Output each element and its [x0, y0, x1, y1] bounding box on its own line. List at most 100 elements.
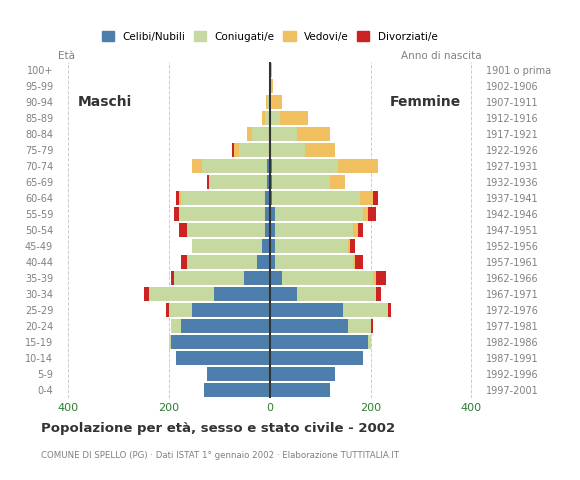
Bar [270, 159, 272, 173]
Bar [266, 96, 267, 109]
Bar [368, 336, 371, 349]
Bar [270, 271, 282, 286]
Bar [148, 288, 214, 301]
Text: Anno di nascita: Anno di nascita [401, 51, 481, 61]
Bar [275, 223, 353, 238]
Bar [264, 223, 270, 238]
Bar [270, 96, 272, 109]
Bar [358, 223, 363, 238]
Bar [172, 336, 270, 349]
Bar [271, 79, 273, 94]
Bar [179, 207, 264, 221]
Bar [348, 319, 371, 334]
Bar [264, 207, 270, 221]
Bar [298, 288, 376, 301]
Bar [252, 127, 270, 142]
Text: Età: Età [58, 51, 75, 61]
Bar [202, 159, 267, 173]
Bar [144, 288, 148, 301]
Bar [282, 271, 373, 286]
Bar [179, 223, 187, 238]
Bar [272, 192, 360, 205]
Bar [206, 367, 270, 382]
Bar [376, 271, 386, 286]
Bar [206, 175, 209, 190]
Text: Popolazione per età, sesso e stato civile - 2002: Popolazione per età, sesso e stato civil… [41, 422, 395, 435]
Bar [264, 111, 270, 125]
Bar [204, 384, 270, 397]
Bar [172, 271, 174, 286]
Bar [270, 192, 272, 205]
Bar [191, 159, 202, 173]
Bar [270, 144, 305, 157]
Text: Maschi: Maschi [78, 96, 132, 109]
Bar [166, 303, 169, 317]
Bar [270, 240, 275, 253]
Bar [214, 288, 270, 301]
Bar [174, 271, 245, 286]
Bar [305, 144, 335, 157]
Bar [338, 159, 378, 173]
Bar [270, 336, 368, 349]
Bar [373, 192, 378, 205]
Bar [176, 351, 270, 365]
Bar [373, 271, 376, 286]
Bar [270, 223, 275, 238]
Bar [245, 271, 270, 286]
Text: COMUNE DI SPELLO (PG) · Dati ISTAT 1° gennaio 2002 · Elaborazione TUTTITALIA.IT: COMUNE DI SPELLO (PG) · Dati ISTAT 1° ge… [41, 451, 398, 460]
Bar [179, 192, 182, 205]
Bar [267, 159, 270, 173]
Bar [169, 336, 172, 349]
Bar [209, 175, 267, 190]
Bar [176, 192, 179, 205]
Bar [272, 175, 330, 190]
Bar [191, 303, 270, 317]
Bar [368, 207, 376, 221]
Bar [270, 79, 271, 94]
Bar [275, 207, 363, 221]
Bar [262, 111, 264, 125]
Text: Femmine: Femmine [390, 96, 461, 109]
Bar [298, 127, 330, 142]
Bar [270, 63, 271, 77]
Bar [270, 175, 272, 190]
Bar [330, 175, 345, 190]
Bar [182, 319, 270, 334]
Bar [270, 303, 343, 317]
Bar [234, 144, 240, 157]
Bar [169, 303, 191, 317]
Bar [182, 192, 264, 205]
Bar [187, 255, 257, 269]
Bar [270, 367, 335, 382]
Bar [269, 63, 270, 77]
Bar [343, 303, 388, 317]
Bar [280, 111, 307, 125]
Bar [262, 240, 270, 253]
Bar [270, 255, 275, 269]
Bar [267, 96, 270, 109]
Bar [182, 255, 187, 269]
Bar [272, 96, 282, 109]
Bar [187, 223, 264, 238]
Bar [371, 319, 373, 334]
Bar [270, 111, 280, 125]
Bar [388, 303, 391, 317]
Bar [172, 319, 182, 334]
Bar [240, 144, 270, 157]
Bar [350, 240, 356, 253]
Bar [270, 127, 298, 142]
Bar [269, 79, 270, 94]
Bar [275, 240, 348, 253]
Bar [348, 240, 350, 253]
Bar [270, 351, 363, 365]
Bar [267, 175, 270, 190]
Bar [353, 255, 356, 269]
Bar [247, 127, 252, 142]
Bar [257, 255, 270, 269]
Bar [270, 288, 298, 301]
Bar [363, 207, 368, 221]
Legend: Celibi/Nubili, Coniugati/e, Vedovi/e, Divorziati/e: Celibi/Nubili, Coniugati/e, Vedovi/e, Di… [97, 27, 442, 46]
Bar [275, 255, 353, 269]
Bar [174, 207, 179, 221]
Bar [376, 288, 380, 301]
